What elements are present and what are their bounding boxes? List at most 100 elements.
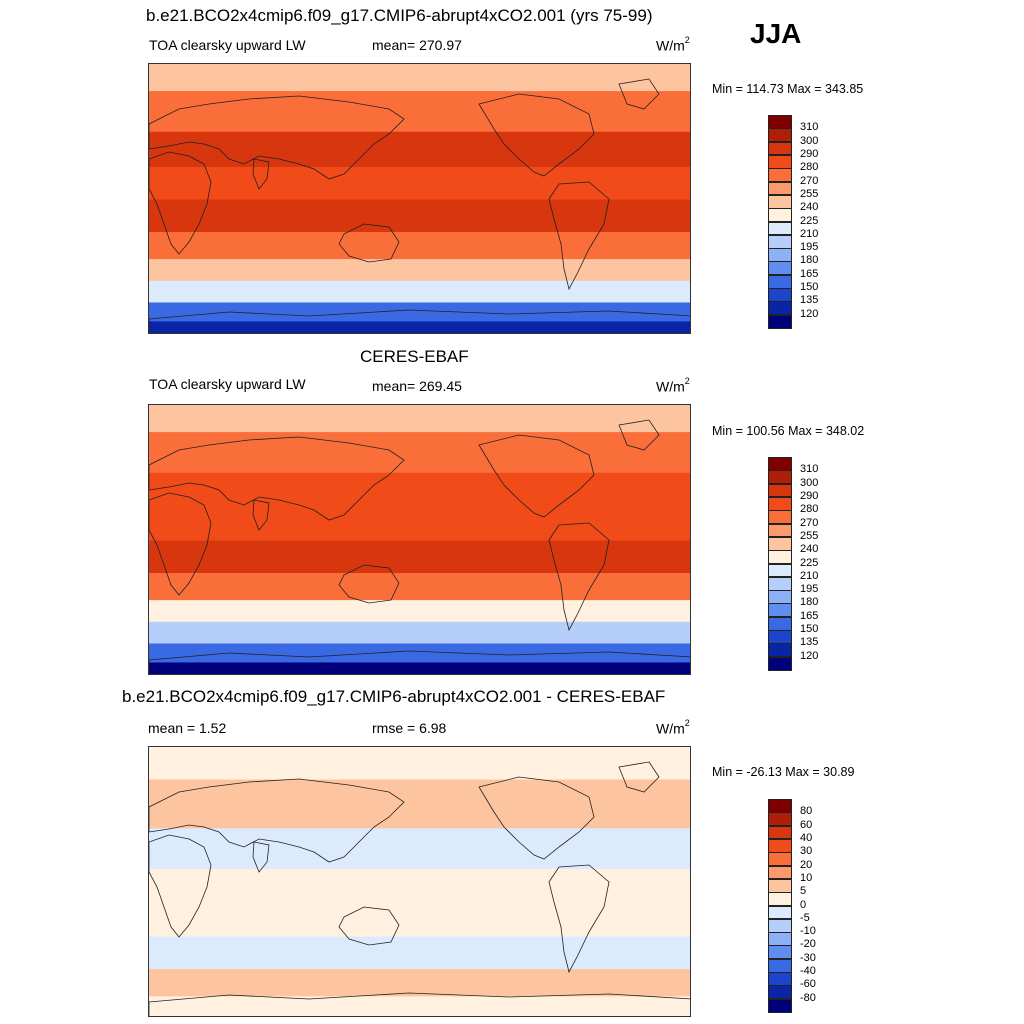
- colorbar-swatch: [768, 918, 792, 933]
- map-band: [149, 621, 690, 644]
- colorbar-tick-label: 10: [800, 871, 813, 884]
- colorbar-tick-label: 180: [800, 254, 819, 267]
- coastline: [149, 436, 405, 521]
- panel-1-map-svg: [149, 64, 690, 333]
- coastline: [548, 181, 610, 291]
- colorbar-tick-label: 290: [800, 147, 819, 160]
- colorbar-tick-label: 165: [800, 267, 819, 280]
- colorbar-tick-label: 180: [800, 596, 819, 609]
- map-band: [149, 259, 690, 282]
- coastline: [252, 841, 270, 873]
- panel-2-title: CERES-EBAF: [360, 347, 469, 366]
- colorbar-tick-label: -80: [800, 991, 816, 1004]
- colorbar-tick-label: 40: [800, 831, 813, 844]
- panel-1-mean: mean= 270.97: [372, 37, 462, 53]
- map-band: [149, 64, 690, 92]
- colorbar-swatch: [768, 643, 792, 658]
- colorbar-tick-label: 60: [800, 818, 813, 831]
- colorbar-tick-label: 150: [800, 623, 819, 636]
- map-band: [149, 280, 690, 303]
- colorbar-swatch: [768, 181, 792, 196]
- map-band: [149, 969, 690, 997]
- colorbar-swatch: [768, 301, 792, 316]
- coastline: [618, 419, 660, 451]
- map-band: [149, 779, 690, 829]
- map-band: [149, 405, 690, 433]
- colorbar-tick-label: 300: [800, 476, 819, 489]
- coastline: [618, 78, 660, 110]
- colorbar-tick-label: -60: [800, 978, 816, 991]
- map-band: [149, 199, 690, 233]
- map-band: [149, 662, 690, 674]
- colorbar-swatch: [768, 985, 792, 1000]
- panel-3-mean: mean = 1.52: [148, 720, 227, 736]
- colorbar-swatch: [768, 630, 792, 644]
- panel-3-colorbar: 80 60 40 30 20 10 5 0 -5 -10 -20 -30 -40 -60 -80: [768, 799, 816, 1013]
- panel-3-map: [148, 746, 691, 1017]
- colorbar-tick-label: 240: [800, 543, 819, 556]
- colorbar-swatch: [768, 932, 792, 946]
- colorbar-tick-label: -10: [800, 925, 816, 938]
- coastline: [618, 761, 660, 793]
- colorbar-swatch: [768, 550, 792, 564]
- map-band: [149, 507, 690, 541]
- map-band: [149, 896, 690, 938]
- map-band: [149, 432, 690, 474]
- map-band: [149, 131, 690, 168]
- colorbar-swatch: [768, 972, 792, 986]
- coastline: [478, 93, 595, 177]
- colorbar-swatch: [768, 314, 792, 329]
- colorbar-tick-label: 280: [800, 161, 819, 174]
- colorbar-swatch: [768, 261, 792, 276]
- panel-3-map-svg: [149, 747, 690, 1016]
- colorbar-swatch: [768, 603, 792, 618]
- colorbar-tick-label: 310: [800, 121, 819, 134]
- coastline: [548, 522, 610, 632]
- colorbar-swatch: [768, 248, 792, 262]
- map-band: [149, 472, 690, 509]
- panel-2-mean: mean= 269.45: [372, 378, 462, 394]
- coastline: [252, 499, 270, 531]
- map-band: [149, 302, 690, 322]
- colorbar-swatch: [768, 128, 792, 143]
- colorbar-tick-label: 20: [800, 858, 813, 871]
- panel-2-map: [148, 404, 691, 675]
- panel-3-title: b.e21.BCO2x4cmip6.f09_g17.CMIP6-abrupt4x…: [122, 687, 666, 706]
- colorbar-tick-label: 270: [800, 516, 819, 529]
- coastline: [149, 95, 405, 180]
- coastline: [149, 992, 690, 1016]
- colorbar-tick-label: 135: [800, 294, 819, 307]
- panel-1-title: b.e21.BCO2x4cmip6.f09_g17.CMIP6-abrupt4x…: [146, 6, 653, 25]
- panel-1-map: [148, 63, 691, 334]
- map-band: [149, 996, 690, 1016]
- colorbar-tick-label: 150: [800, 281, 819, 294]
- colorbar-swatch: [768, 523, 792, 538]
- colorbar-swatch: [768, 576, 792, 591]
- colorbar-tick-label: 195: [800, 241, 819, 254]
- colorbar-swatch: [768, 288, 792, 302]
- coastline: [548, 864, 610, 974]
- colorbar-swatch: [768, 221, 792, 236]
- colorbar-swatch: [768, 234, 792, 249]
- colorbar-tick-label: 300: [800, 134, 819, 147]
- colorbar-tick-label: 210: [800, 569, 819, 582]
- colorbar-swatch: [768, 616, 792, 631]
- panel-3-rmse: rmse = 6.98: [372, 720, 447, 736]
- map-band: [149, 643, 690, 663]
- colorbar-tick-label: 5: [800, 885, 807, 898]
- colorbar-swatch: [768, 945, 792, 960]
- coastline: [478, 434, 595, 518]
- colorbar-tick-label: 255: [800, 187, 819, 200]
- colorbar-swatch: [768, 168, 792, 183]
- colorbar-swatch: [768, 115, 792, 129]
- colorbar-tick-label: 290: [800, 489, 819, 502]
- colorbar-tick-label: 255: [800, 529, 819, 542]
- coastline: [149, 778, 405, 863]
- coastline: [149, 650, 690, 674]
- panel-2-colorbar: 310 300 290 280 270 255 240 225 210 195 180 165 150 1…: [768, 457, 818, 671]
- map-band: [149, 573, 690, 601]
- colorbar-swatch: [768, 852, 792, 867]
- map-band: [149, 828, 690, 870]
- coastline: [252, 158, 270, 190]
- map-band: [149, 936, 690, 970]
